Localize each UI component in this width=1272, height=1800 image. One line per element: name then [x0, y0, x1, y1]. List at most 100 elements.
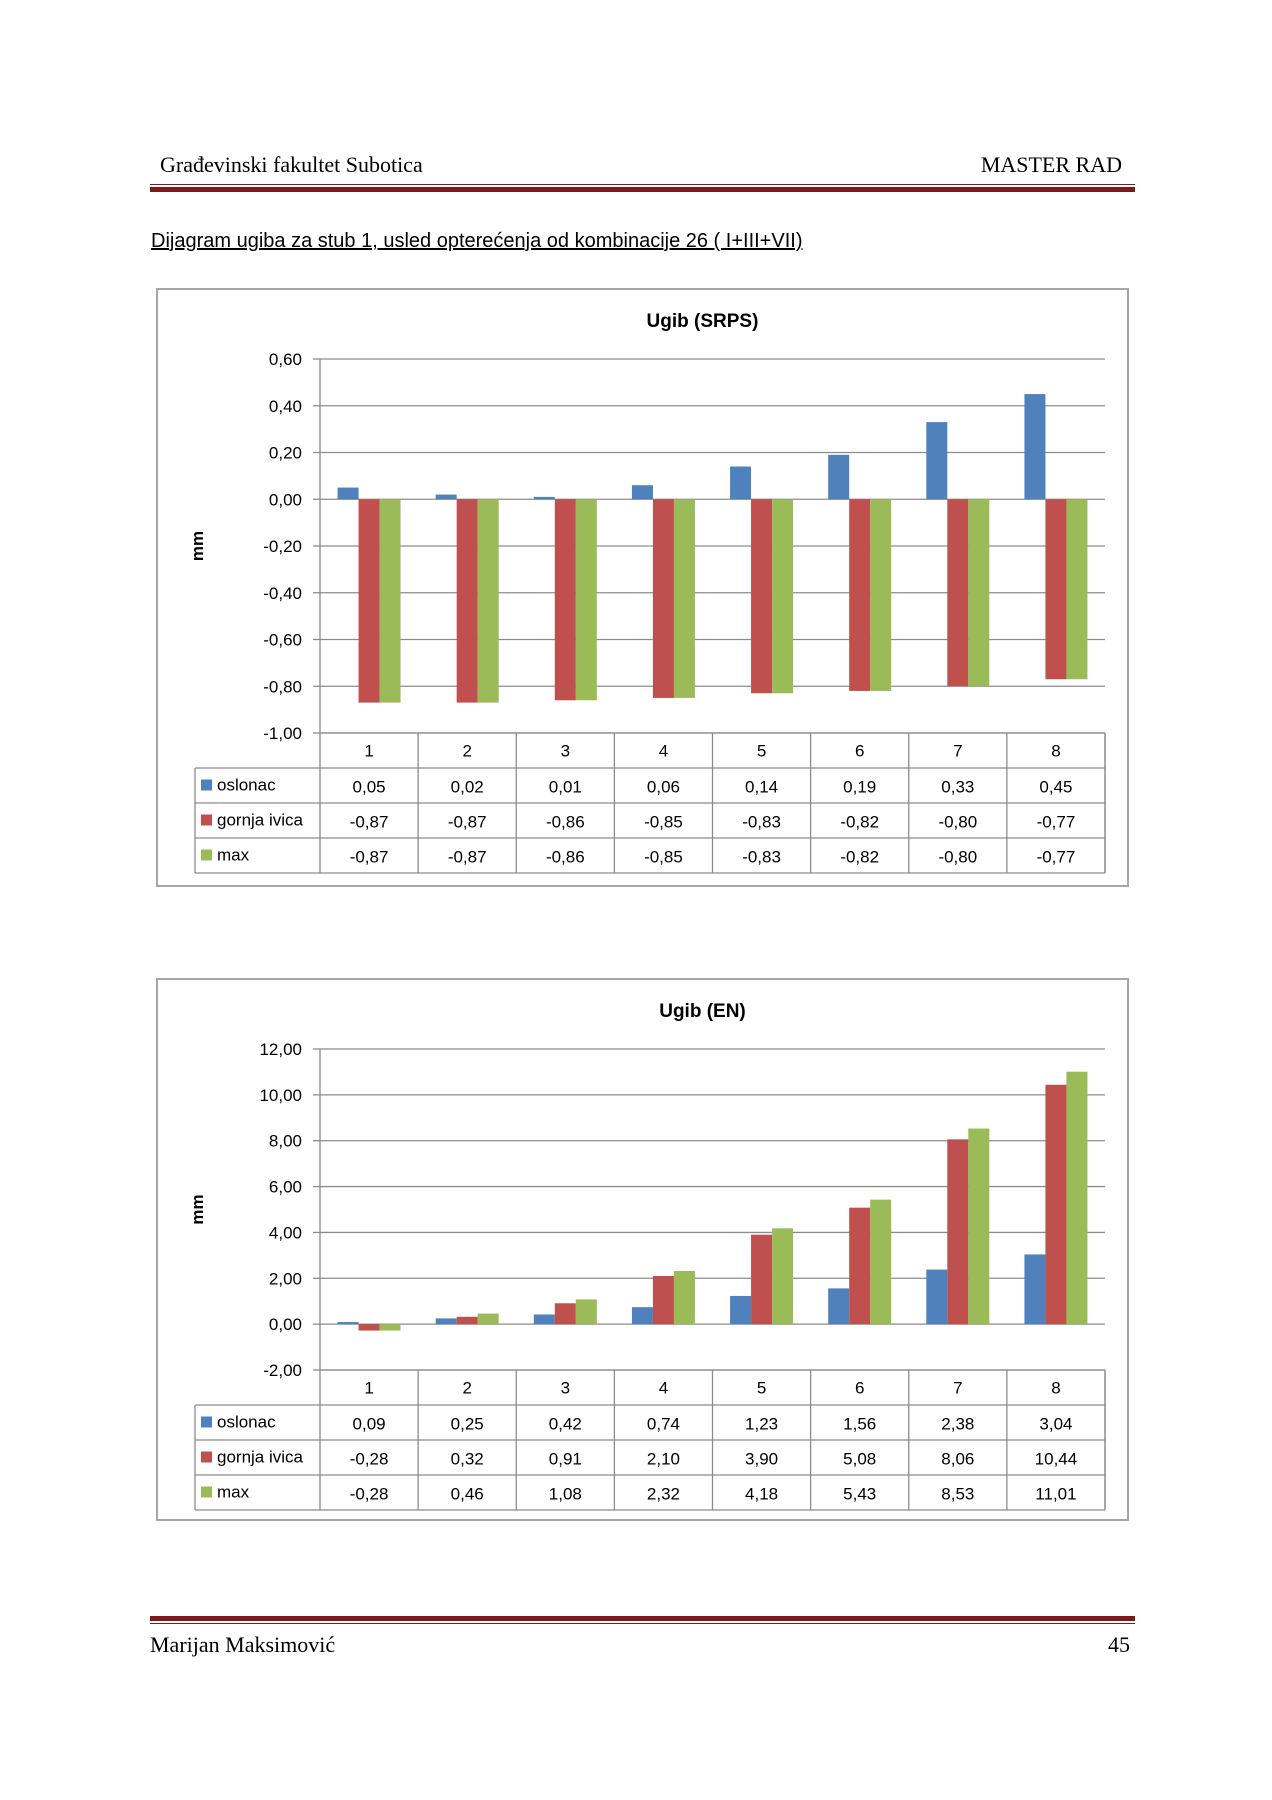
x-tick-label: 2 [462, 742, 471, 761]
table-cell-value: 8,53 [941, 1485, 974, 1504]
footer-rule-thick [150, 1616, 1135, 1621]
bar-oslonac-6 [828, 454, 850, 500]
table-cell-value: -0,87 [448, 848, 487, 867]
table-cell-value: -0,87 [448, 813, 487, 832]
bar-max-4 [673, 1270, 695, 1325]
table-cell-value: 0,42 [549, 1415, 582, 1434]
bar-max-8 [1066, 499, 1088, 680]
bar-oslonac-4 [631, 485, 653, 500]
header-institution: Građevinski fakultet Subotica [160, 152, 423, 177]
bar-gornja-ivica-7 [947, 499, 969, 687]
legend-swatch-oslonac [201, 1416, 212, 1428]
header-document-type: MASTER RAD [980, 152, 1122, 177]
footer-author: Marijan Maksimović [150, 1632, 336, 1657]
y-tick-label: 2,00 [269, 1269, 302, 1288]
y-tick-label: 10,00 [259, 1086, 302, 1105]
bar-max-6 [870, 1199, 892, 1325]
legend-label: max [217, 846, 250, 865]
table-cell-value: 0,09 [353, 1415, 386, 1434]
diagram-caption: Dijagram ugiba za stub 1, usled optereće… [151, 230, 803, 252]
table-cell-value: 0,06 [647, 778, 680, 797]
bar-gornja-ivica-3 [554, 499, 576, 701]
bar-oslonac-1 [337, 1322, 359, 1325]
bar-oslonac-2 [435, 1318, 457, 1325]
bar-gornja-ivica-2 [456, 1316, 478, 1325]
y-tick-label: 0,60 [269, 350, 302, 369]
chart-title: Ugib (EN) [659, 1001, 746, 1022]
legend-label: max [217, 1483, 250, 1502]
table-cell-value: -0,82 [840, 848, 879, 867]
x-tick-label: 1 [364, 742, 373, 761]
table-cell-value: -0,86 [546, 848, 585, 867]
table-cell-value: 2,32 [647, 1485, 680, 1504]
chart-ugib-en: Ugib (EN) mm 12,00 10,00 8,00 6,00 4,00 2,00 0,0… [156, 978, 1129, 1521]
table-cell-value: 0,01 [549, 778, 582, 797]
y-tick-label: 0,00 [269, 490, 302, 509]
legend-swatch-oslonac [201, 779, 212, 791]
table-cell-value: 11,01 [1035, 1485, 1076, 1504]
y-tick-label: 0,00 [269, 1315, 302, 1334]
bar-gornja-ivica-6 [849, 1207, 871, 1325]
bar-oslonac-8 [1024, 1254, 1046, 1325]
legend-swatch-max [201, 1486, 212, 1498]
bar-gornja-ivica-8 [1045, 499, 1067, 680]
bar-oslonac-4 [631, 1307, 653, 1325]
bar-max-3 [575, 1299, 597, 1325]
bar-oslonac-6 [828, 1288, 850, 1325]
table-cell-value: -0,86 [546, 813, 585, 832]
x-tick-label: 8 [1051, 1379, 1060, 1398]
table-cell-value: -0,77 [1037, 813, 1076, 832]
table-cell-value: 3,90 [745, 1450, 778, 1469]
bar-oslonac-3 [533, 496, 555, 500]
bar-oslonac-5 [730, 466, 752, 500]
bar-oslonac-2 [435, 494, 457, 500]
x-tick-label: 2 [462, 1379, 471, 1398]
table-cell-value: -0,82 [840, 813, 879, 832]
header-rule-thick [150, 187, 1135, 192]
x-tick-label: 4 [659, 1379, 668, 1398]
legend-label: gornja ivica [217, 811, 304, 830]
bar-gornja-ivica-8 [1045, 1084, 1067, 1325]
table-cell-value: -0,87 [350, 813, 389, 832]
bar-gornja-ivica-4 [652, 1275, 674, 1325]
y-tick-label: -2,00 [263, 1361, 302, 1380]
header-rule-thin [150, 184, 1135, 185]
bar-max-1 [379, 1324, 401, 1331]
bar-gornja-ivica-1 [358, 1324, 380, 1331]
bar-oslonac-7 [926, 1269, 948, 1325]
y-tick-label: -0,20 [263, 537, 302, 556]
table-cell-value: 5,43 [843, 1485, 876, 1504]
bar-gornja-ivica-1 [358, 499, 380, 703]
y-tick-label: 4,00 [269, 1223, 302, 1242]
table-cell-value: -0,85 [644, 848, 683, 867]
bar-oslonac-1 [337, 487, 359, 500]
table-cell-value: 8,06 [941, 1450, 974, 1469]
table-cell-value: -0,77 [1037, 848, 1076, 867]
chart-svg: Ugib (EN)mm12,0010,008,006,004,002,000,0… [188, 1001, 1106, 1511]
table-cell-value: 0,14 [745, 778, 778, 797]
y-axis-label: mm [188, 1194, 207, 1224]
table-cell-value: 0,74 [647, 1415, 680, 1434]
x-tick-label: 6 [855, 742, 864, 761]
table-cell-value: -0,87 [350, 848, 389, 867]
table-cell-value: 0,32 [451, 1450, 484, 1469]
bar-max-1 [379, 499, 401, 703]
legend-swatch-max [201, 849, 212, 861]
legend-swatch-gornja-ivica [201, 1451, 212, 1463]
table-cell-value: -0,28 [350, 1450, 389, 1469]
table-cell-value: -0,80 [938, 848, 977, 867]
bar-max-7 [968, 1128, 990, 1325]
bar-oslonac-7 [926, 422, 948, 500]
bar-max-4 [673, 499, 695, 698]
y-tick-label: -0,80 [263, 677, 302, 696]
y-tick-label: -1,00 [263, 724, 302, 743]
table-cell-value: 1,56 [843, 1415, 876, 1434]
y-tick-label: 12,00 [259, 1040, 302, 1059]
legend-label: gornja ivica [217, 1448, 304, 1467]
table-cell-value: -0,28 [350, 1485, 389, 1504]
legend-swatch-gornja-ivica [201, 814, 212, 826]
table-cell-value: -0,85 [644, 813, 683, 832]
x-tick-label: 7 [953, 1379, 962, 1398]
bar-oslonac-5 [730, 1295, 752, 1325]
x-tick-label: 8 [1051, 742, 1060, 761]
